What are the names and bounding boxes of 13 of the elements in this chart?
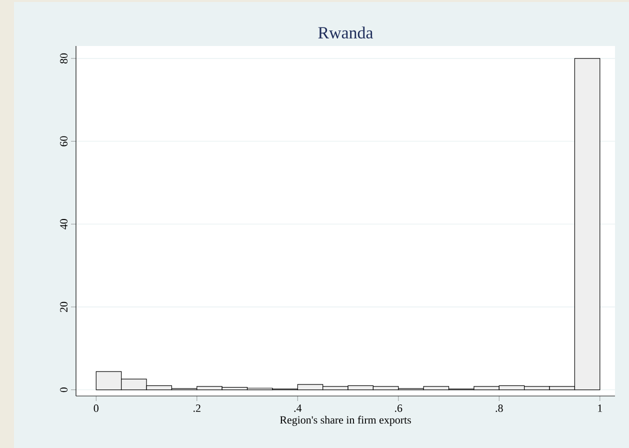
y-tick-label: 40: [60, 219, 68, 230]
y-tick-label: 80: [60, 53, 68, 64]
x-tick-label: 1: [598, 404, 602, 412]
y-tick-label: 60: [60, 136, 68, 146]
x-axis-title: Region's share in firm exports: [280, 416, 411, 426]
x-tick-label: .2: [194, 404, 200, 412]
x-tick-label: .8: [496, 404, 503, 412]
chart-title: Rwanda: [318, 26, 374, 39]
x-tick-label: .4: [294, 404, 302, 412]
x-tick-label: .6: [395, 404, 402, 412]
y-tick-label: 0: [60, 387, 68, 392]
y-tick-label: 20: [60, 302, 68, 312]
x-tick-label: 0: [94, 404, 98, 412]
